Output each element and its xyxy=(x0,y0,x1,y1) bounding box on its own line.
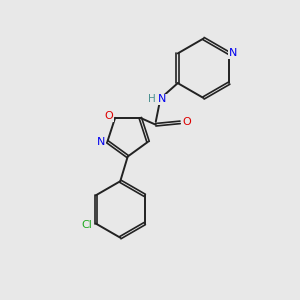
Text: O: O xyxy=(104,111,113,121)
Text: H: H xyxy=(148,94,156,104)
Text: N: N xyxy=(229,48,237,59)
Text: Cl: Cl xyxy=(81,220,92,230)
Text: N: N xyxy=(97,137,105,147)
Text: O: O xyxy=(182,117,191,128)
Text: N: N xyxy=(158,94,166,104)
